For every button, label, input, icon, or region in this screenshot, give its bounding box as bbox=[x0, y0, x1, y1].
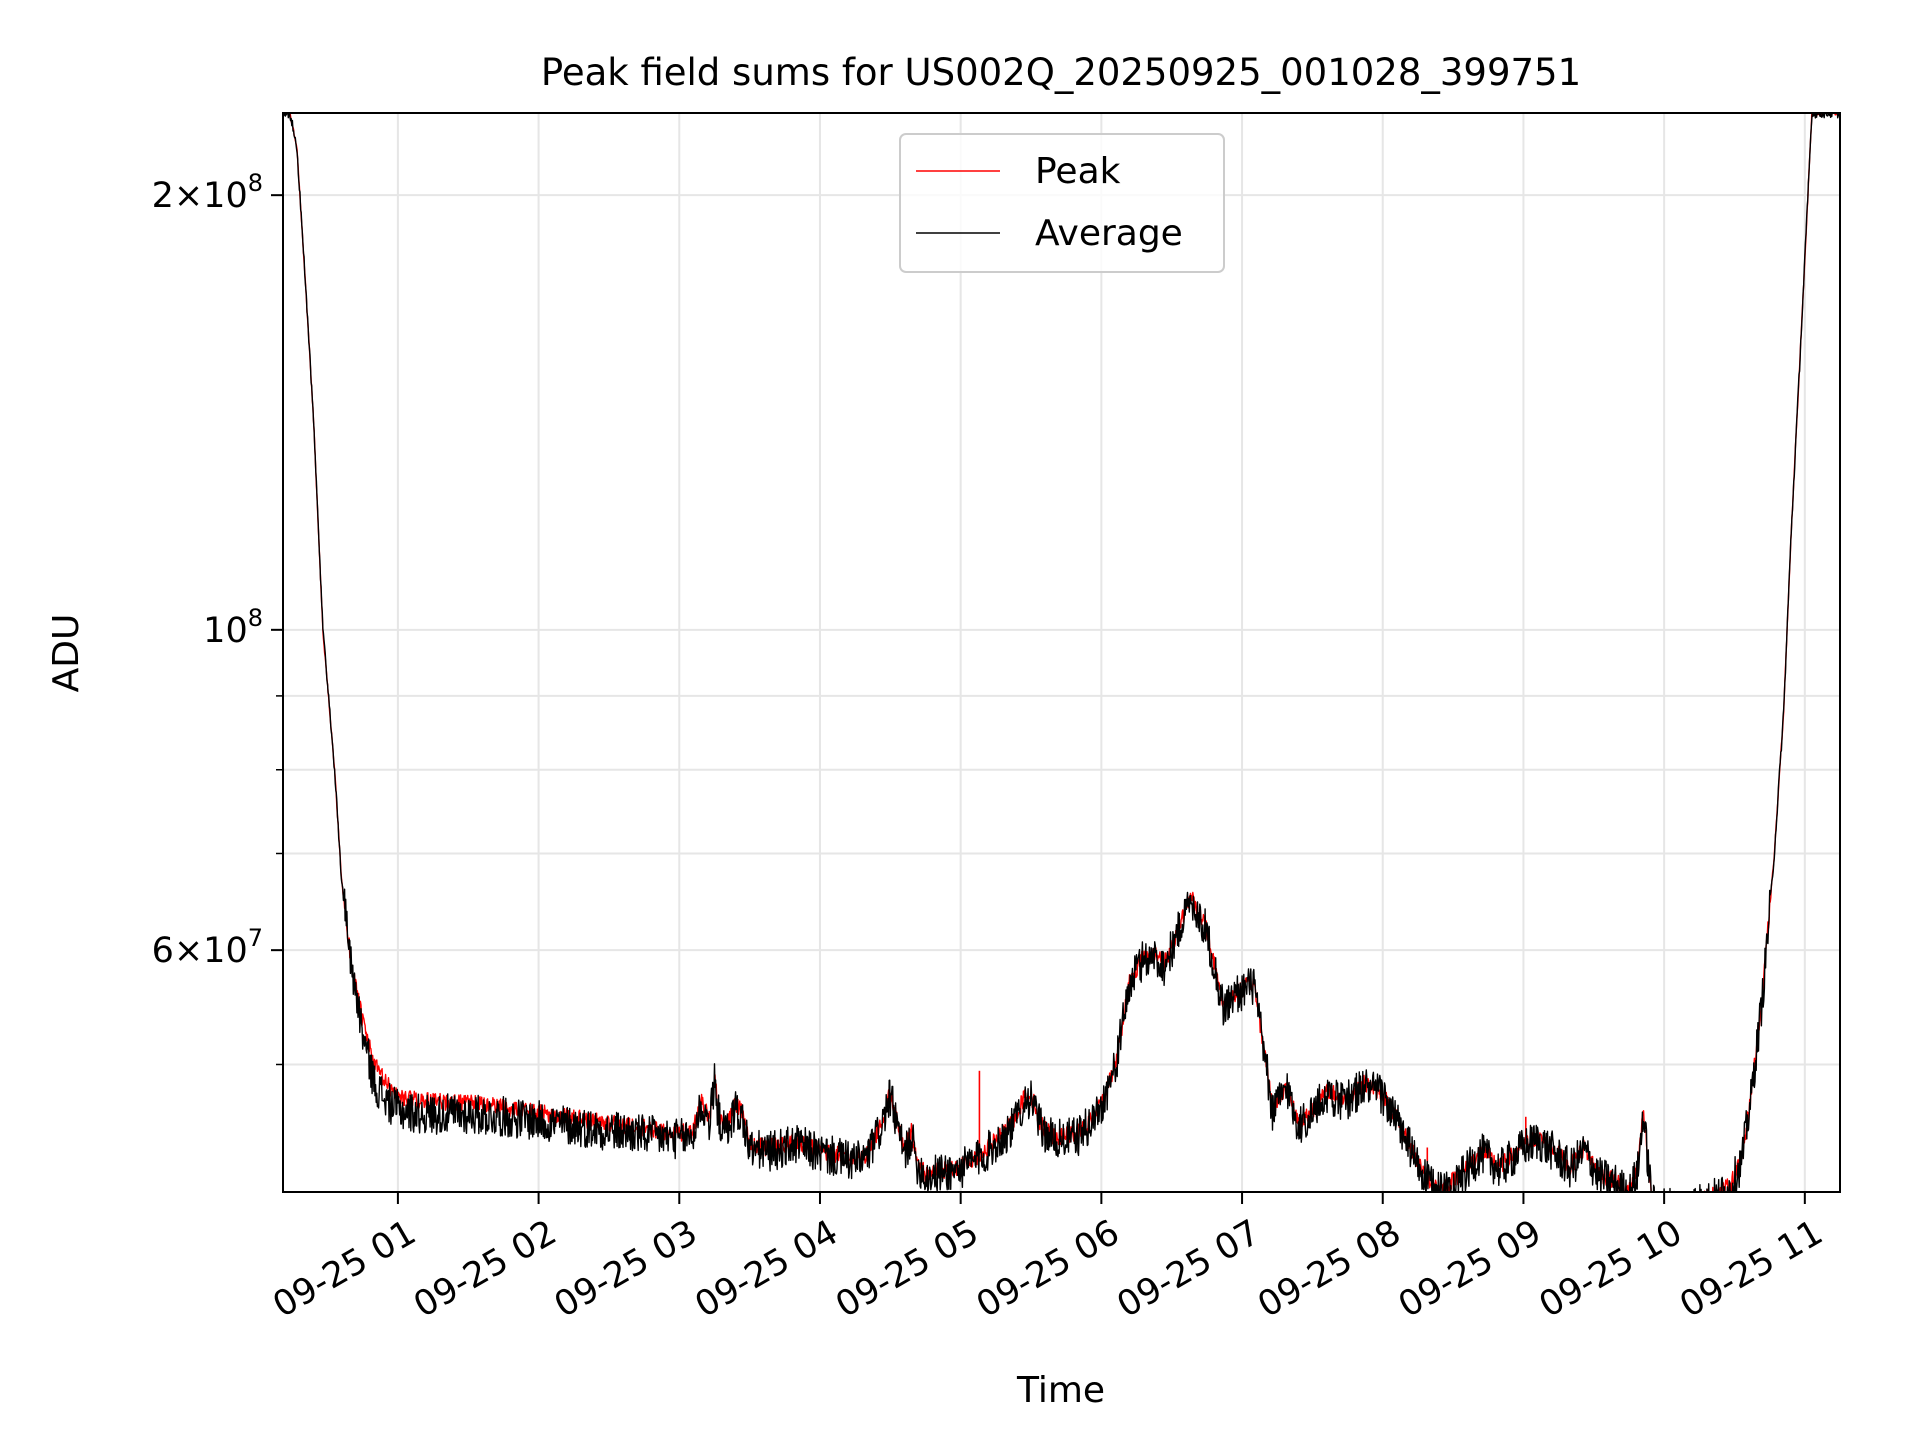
legend-label-average: Average bbox=[1035, 213, 1183, 254]
y-axis-label: ADU bbox=[46, 614, 87, 693]
y-tick-label: 2×108 bbox=[152, 169, 263, 216]
y-tick-label: 6×107 bbox=[152, 924, 263, 971]
legend-box bbox=[899, 133, 1225, 273]
series-line-average bbox=[283, 113, 1840, 1192]
plot-frame bbox=[282, 112, 1841, 1193]
x-axis-label: Time bbox=[1016, 1370, 1105, 1411]
grid bbox=[283, 113, 1840, 1192]
legend: Peak Average bbox=[899, 133, 1225, 273]
y-axis: 2×108 108 6×107 bbox=[152, 169, 283, 1066]
series-layer bbox=[283, 113, 1840, 1192]
chart-title: Peak field sums for US002Q_20250925_0010… bbox=[541, 51, 1581, 94]
legend-label-peak: Peak bbox=[1035, 151, 1121, 192]
y-tick-label: 108 bbox=[203, 604, 263, 651]
